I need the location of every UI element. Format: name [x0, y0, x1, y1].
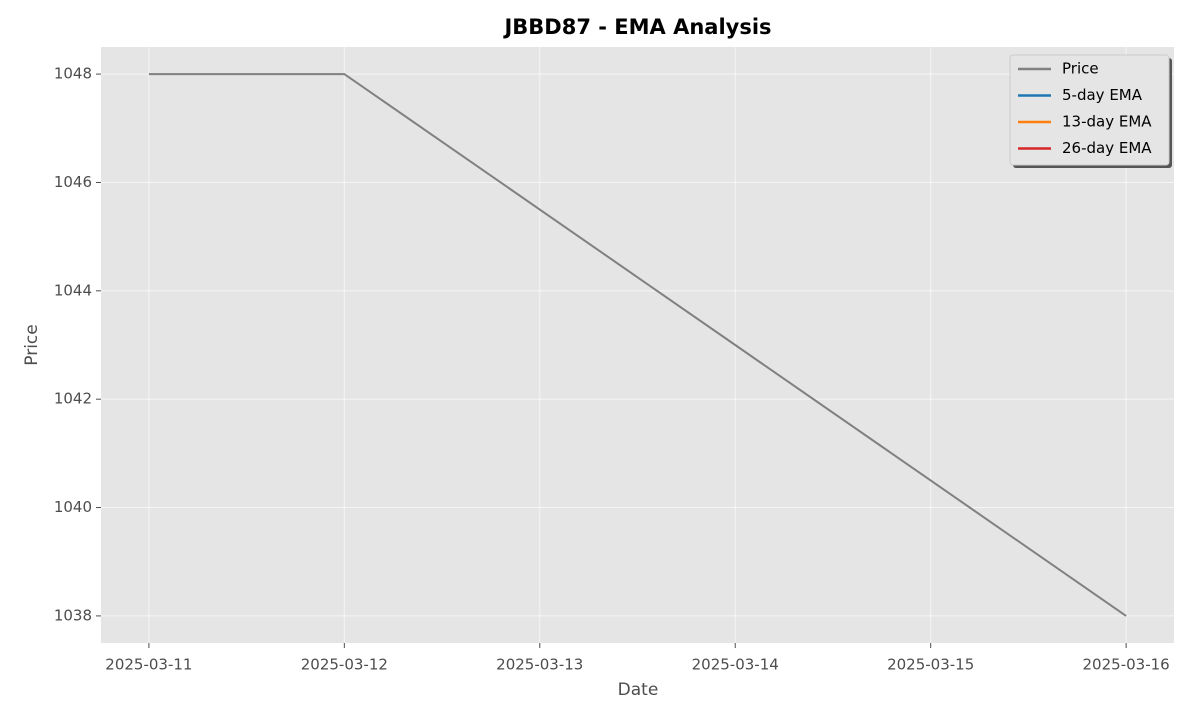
chart-title: JBBD87 - EMA Analysis: [502, 15, 771, 39]
legend-label: 5-day EMA: [1062, 86, 1143, 104]
legend-label: 13-day EMA: [1062, 113, 1152, 131]
x-tick-label: 2025-03-11: [105, 656, 192, 674]
y-axis-label: Price: [22, 324, 42, 365]
x-tick-label: 2025-03-15: [887, 656, 974, 674]
legend-box: [1009, 54, 1170, 166]
y-tick-label: 1038: [54, 606, 92, 624]
series-line: [148, 73, 1127, 617]
legend-label: Price: [1062, 60, 1099, 78]
y-tick-label: 1042: [54, 390, 92, 408]
x-tick-label: 2025-03-12: [301, 656, 388, 674]
plot-area: [101, 47, 1174, 643]
legend-label: 26-day EMA: [1062, 139, 1152, 157]
y-tick-label: 1040: [54, 498, 92, 516]
x-tick-label: 2025-03-16: [1083, 656, 1170, 674]
x-tick-label: 2025-03-14: [692, 656, 779, 674]
x-tick-label: 2025-03-13: [496, 656, 583, 674]
y-tick-label: 1048: [54, 65, 92, 83]
y-tick-label: 1044: [54, 281, 92, 299]
x-axis-label: Date: [618, 680, 659, 700]
y-tick-label: 1046: [54, 173, 92, 191]
